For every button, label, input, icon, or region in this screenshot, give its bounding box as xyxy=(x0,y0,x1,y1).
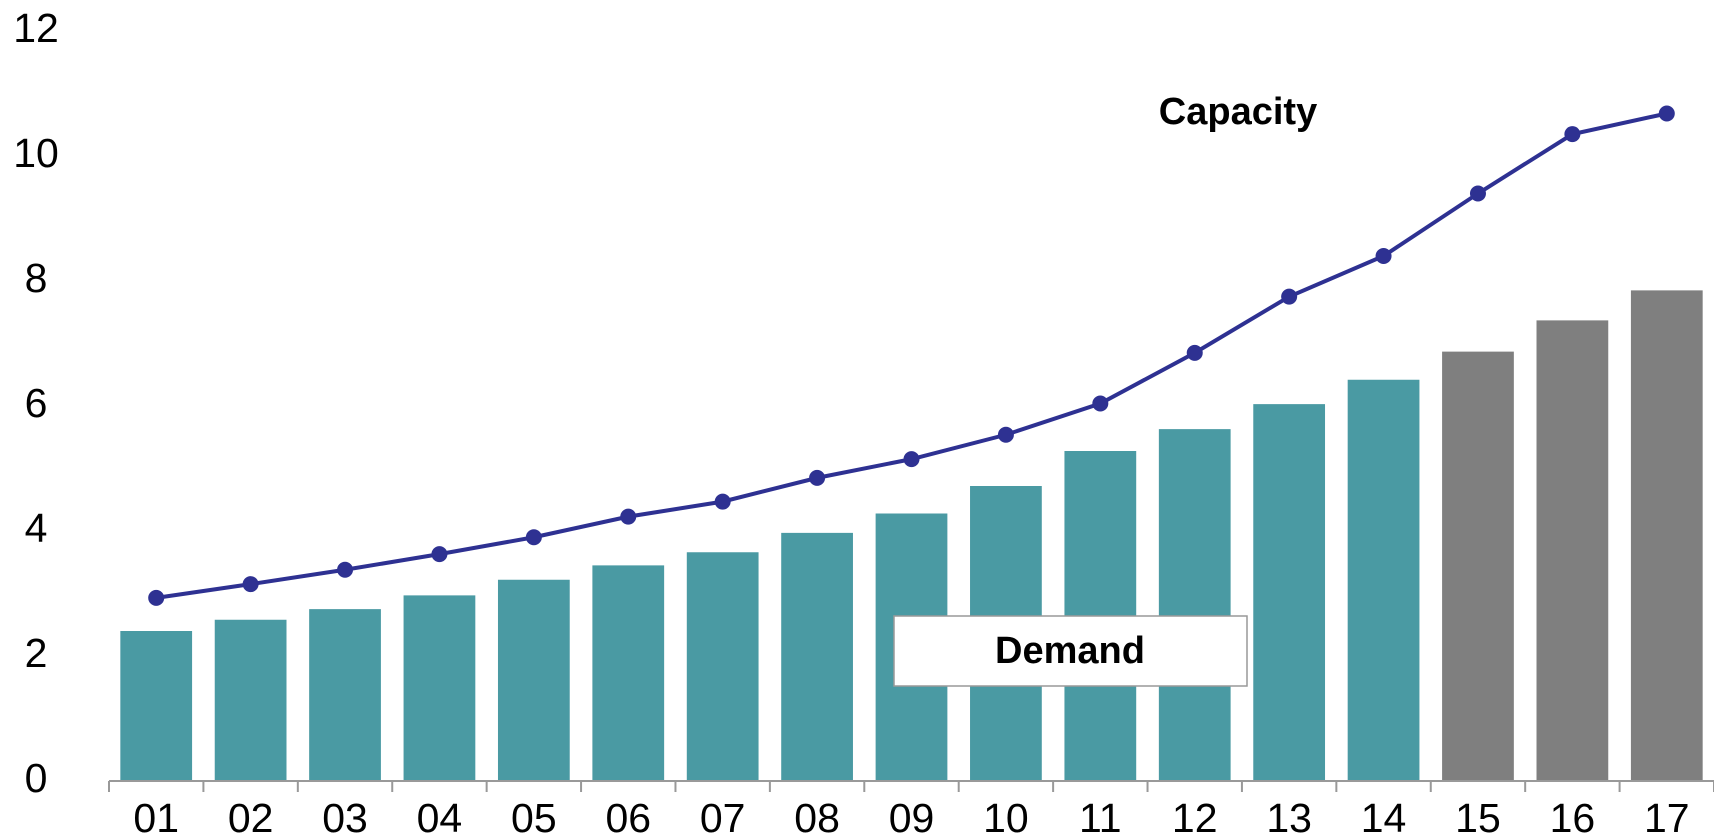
bar xyxy=(1630,290,1703,781)
capacity-point xyxy=(1469,185,1486,202)
bar xyxy=(1442,351,1514,781)
x-tick-label: 15 xyxy=(1455,795,1501,838)
x-tick-label: 16 xyxy=(1550,795,1596,838)
bar xyxy=(686,552,759,781)
capacity-point xyxy=(1092,395,1109,412)
x-tick-label: 01 xyxy=(133,795,179,838)
capacity-point xyxy=(525,529,542,546)
x-tick-label: 02 xyxy=(228,795,274,838)
y-tick-label: 0 xyxy=(25,755,48,801)
x-tick-label: 17 xyxy=(1644,795,1690,838)
capacity-point xyxy=(242,576,259,593)
bar xyxy=(1347,379,1420,781)
y-tick-label: 10 xyxy=(13,130,59,176)
capacity-point xyxy=(148,589,165,606)
x-tick-label: 10 xyxy=(983,795,1029,838)
capacity-point xyxy=(903,451,920,468)
y-tick-label: 4 xyxy=(25,505,48,551)
bar xyxy=(403,595,476,781)
x-tick-label: 13 xyxy=(1266,795,1312,838)
y-tick-label: 12 xyxy=(13,5,59,51)
bar xyxy=(120,631,193,781)
capacity-point xyxy=(997,426,1014,443)
x-tick-label: 03 xyxy=(322,795,368,838)
capacity-point xyxy=(431,546,448,563)
bar xyxy=(1253,404,1326,781)
capacity-point xyxy=(714,493,731,510)
capacity-point xyxy=(620,508,637,525)
demand-label: Demand xyxy=(995,630,1145,672)
capacity-point xyxy=(337,561,354,578)
x-tick-label: 04 xyxy=(417,795,463,838)
bar xyxy=(497,579,570,781)
bar xyxy=(781,532,853,781)
x-tick-label: 08 xyxy=(794,795,840,838)
capacity-point xyxy=(809,469,826,486)
capacity-label: Capacity xyxy=(1159,91,1317,133)
capacity-point xyxy=(1281,288,1298,305)
capacity-point xyxy=(1658,105,1675,122)
capacity-point xyxy=(1186,344,1203,361)
y-tick-label: 8 xyxy=(25,255,48,301)
capacity-point xyxy=(1375,248,1392,264)
x-tick-label: 12 xyxy=(1172,795,1218,838)
x-tick-label: 05 xyxy=(511,795,557,838)
bar xyxy=(1536,320,1609,781)
x-tick-label: 09 xyxy=(889,795,935,838)
y-tick-label: 2 xyxy=(25,630,48,676)
bar xyxy=(309,609,381,781)
x-tick-label: 07 xyxy=(700,795,746,838)
x-tick-label: 14 xyxy=(1361,795,1407,838)
x-tick-label: 06 xyxy=(605,795,651,838)
bar xyxy=(592,565,665,781)
demand-label-box xyxy=(893,615,1248,687)
x-tick-label: 11 xyxy=(1079,795,1122,838)
bar xyxy=(214,619,287,781)
bar xyxy=(1158,429,1231,781)
y-tick-label: 6 xyxy=(25,380,48,426)
capacity-point xyxy=(1564,126,1581,143)
